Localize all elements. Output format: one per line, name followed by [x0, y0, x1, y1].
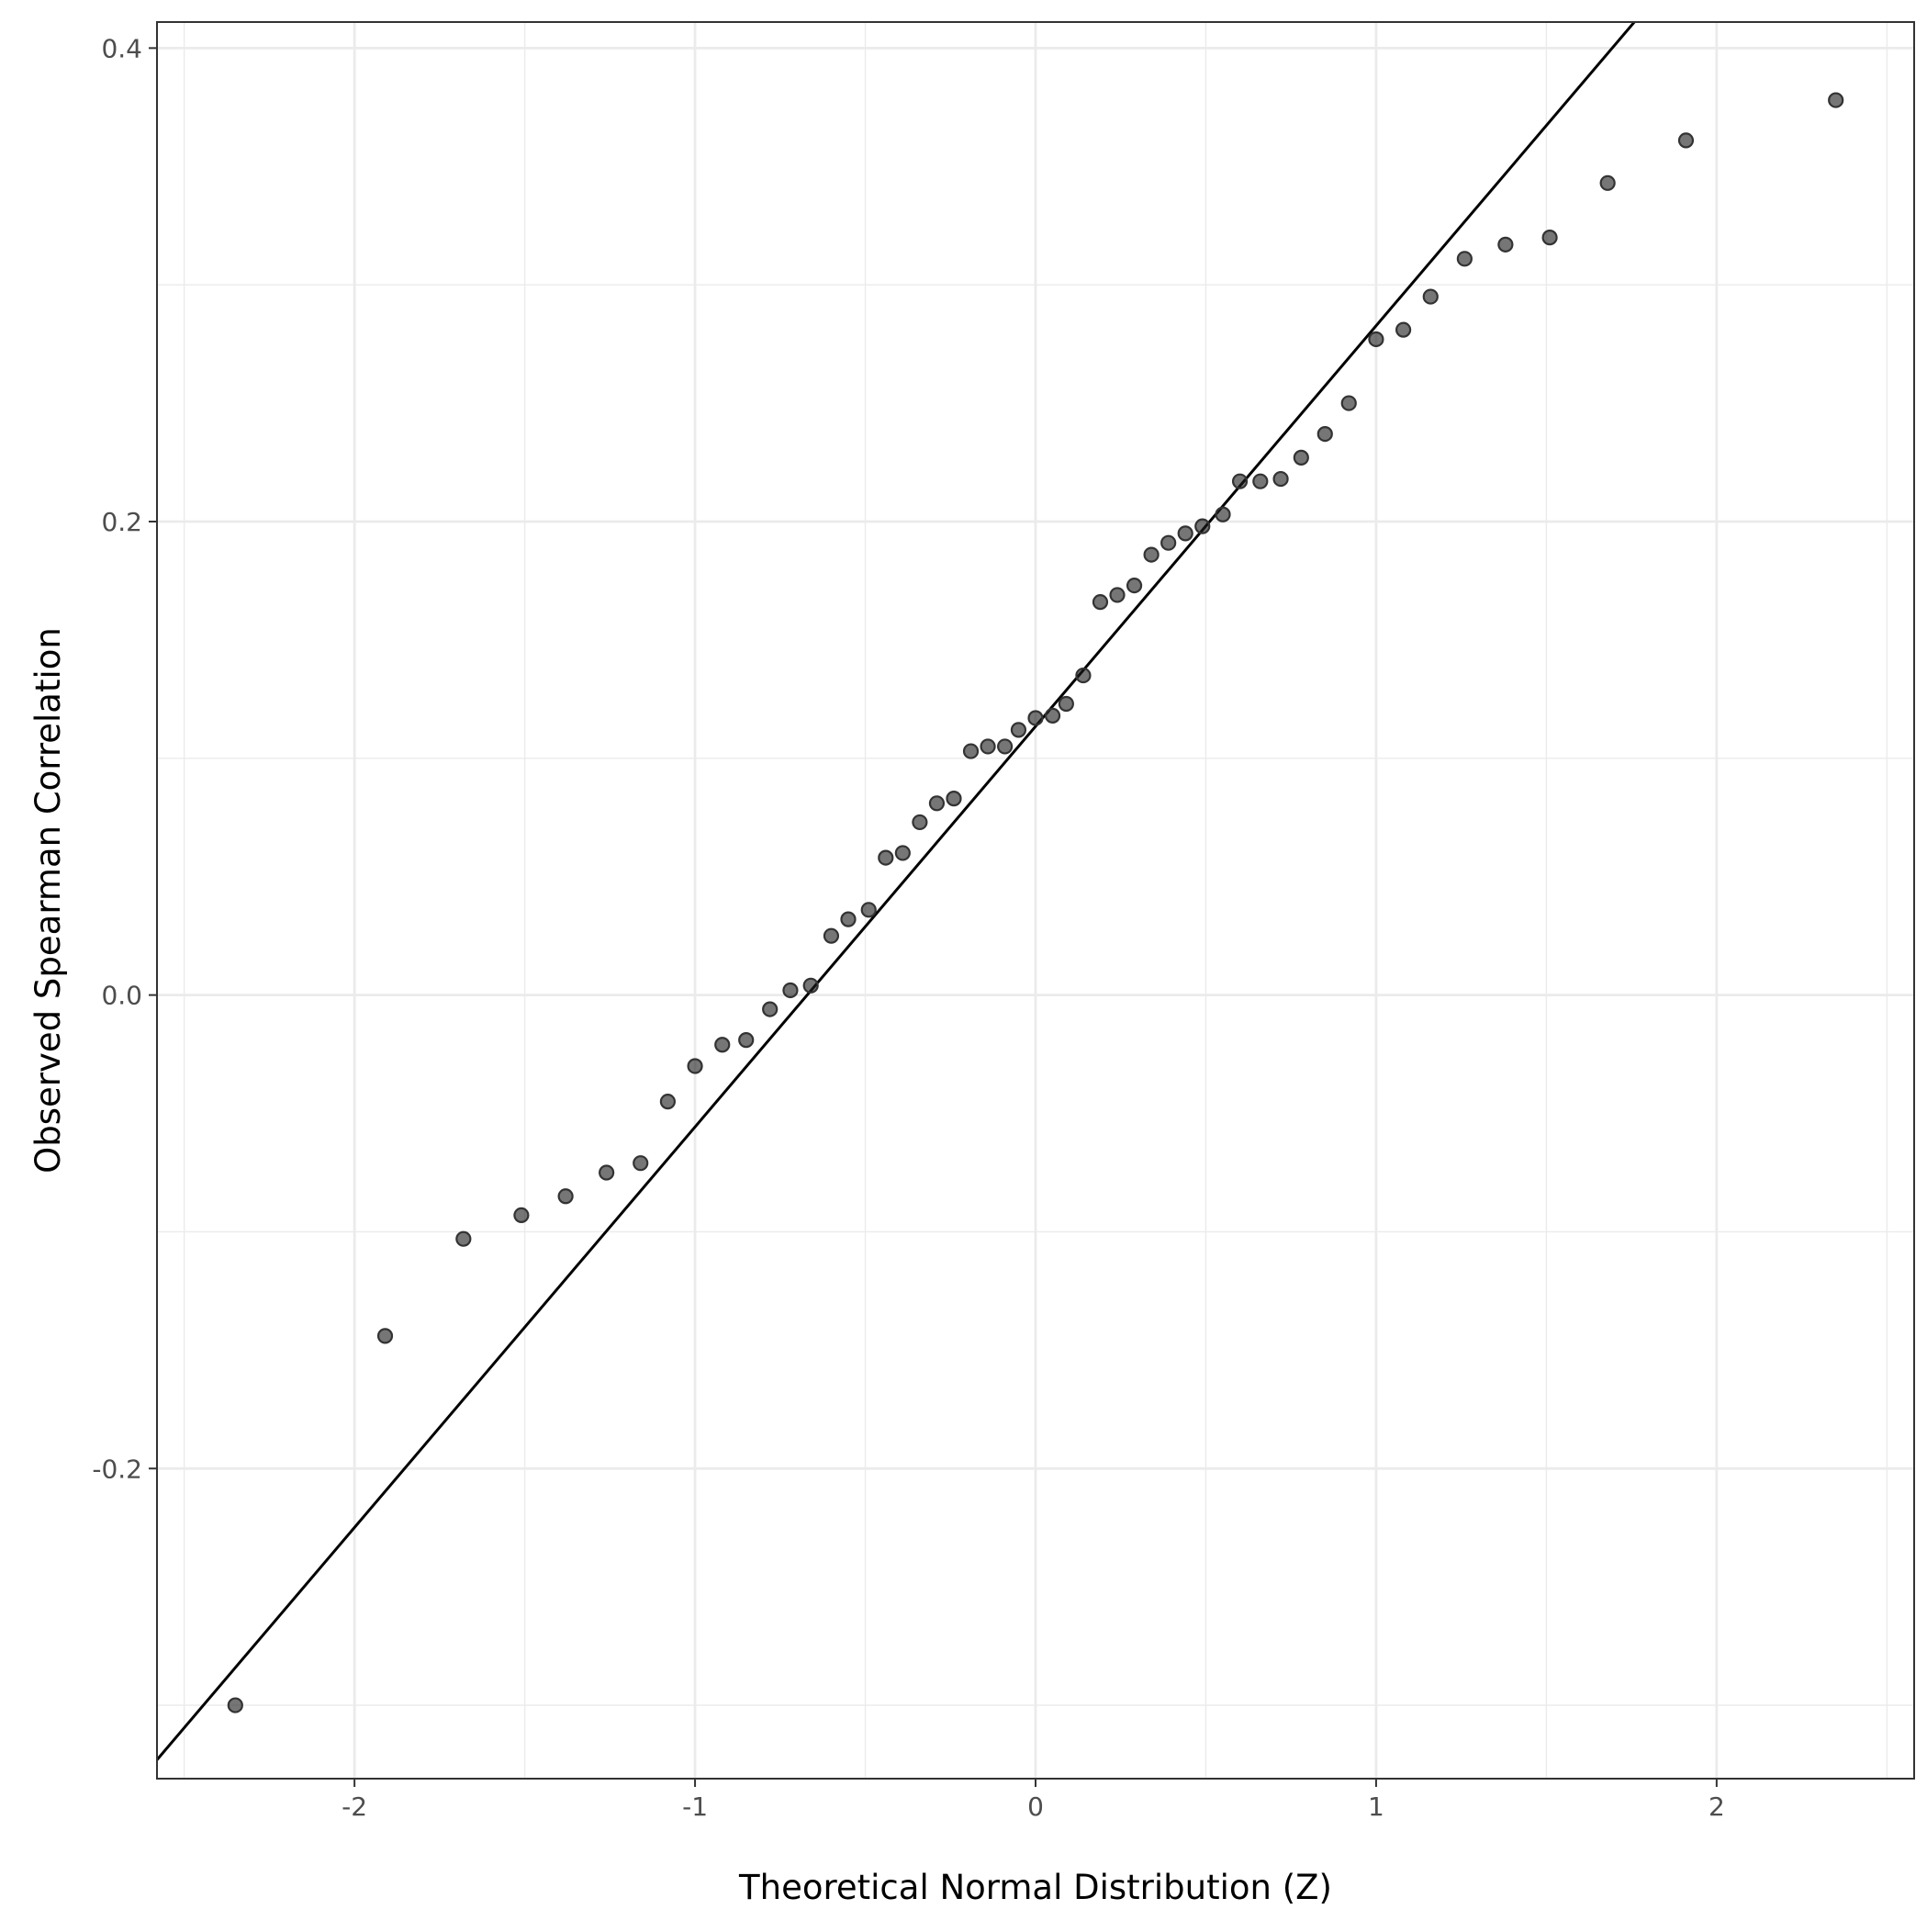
- data-point: [1215, 506, 1231, 522]
- grid-lines: [157, 22, 1914, 1779]
- data-point: [1456, 251, 1473, 267]
- data-point: [1075, 667, 1092, 684]
- data-point: [823, 927, 840, 944]
- data-point: [227, 1697, 243, 1713]
- data-point: [1368, 331, 1384, 348]
- y-axis: -0.2 0.0 0.2 0.4: [92, 33, 157, 1484]
- data-point: [1395, 321, 1412, 338]
- data-point: [802, 977, 819, 994]
- data-point: [513, 1207, 530, 1223]
- y-tick-label: 0.4: [101, 33, 142, 63]
- data-point: [782, 982, 799, 999]
- x-axis-title: Theoretical Normal Distribution (Z): [738, 1868, 1332, 1907]
- data-point: [1177, 525, 1193, 542]
- data-point: [714, 1037, 731, 1053]
- y-axis-title: Observed Spearman Correlation: [28, 627, 68, 1174]
- data-point: [946, 791, 962, 807]
- data-point: [1293, 449, 1309, 466]
- data-point: [1109, 587, 1126, 603]
- data-point: [1143, 546, 1160, 563]
- data-point: [1231, 473, 1249, 489]
- data-point: [1422, 288, 1439, 305]
- data-point: [928, 795, 946, 812]
- y-tick-label: -0.2: [92, 1454, 142, 1484]
- data-point: [1340, 395, 1357, 411]
- data-point: [455, 1230, 472, 1247]
- data-point: [599, 1164, 615, 1181]
- data-point: [1092, 594, 1109, 611]
- reference-line-layer: [155, 21, 1636, 1761]
- data-point: [1027, 710, 1044, 726]
- data-point: [738, 1032, 755, 1049]
- data-point: [878, 849, 894, 866]
- data-point: [1058, 695, 1074, 713]
- data-point: [1599, 174, 1616, 191]
- reference-line: [155, 21, 1636, 1761]
- data-point: [557, 1188, 574, 1205]
- data-point: [894, 845, 911, 861]
- data-point: [1160, 534, 1177, 551]
- data-point: [860, 902, 877, 918]
- data-point: [997, 738, 1014, 755]
- y-tick-label: 0.2: [101, 507, 142, 537]
- y-tick-label: 0.0: [101, 981, 142, 1011]
- data-point: [687, 1058, 703, 1074]
- data-point: [659, 1094, 676, 1110]
- data-point: [1010, 722, 1027, 738]
- data-point: [1497, 236, 1514, 253]
- x-tick-label: 0: [1027, 1792, 1044, 1822]
- data-point: [1316, 426, 1333, 443]
- x-tick-label: 1: [1368, 1792, 1384, 1822]
- x-tick-label: -1: [682, 1792, 708, 1822]
- data-point: [376, 1328, 394, 1344]
- data-point: [1194, 518, 1211, 534]
- x-tick-label: 2: [1709, 1792, 1725, 1822]
- data-point: [912, 814, 928, 831]
- data-point: [1126, 578, 1143, 594]
- data-point: [762, 1001, 779, 1017]
- x-tick-label: -2: [342, 1792, 367, 1822]
- data-point: [1541, 230, 1558, 246]
- data-point: [1272, 470, 1289, 488]
- data-point: [1044, 707, 1061, 724]
- data-point: [840, 911, 857, 927]
- data-point: [1828, 92, 1844, 108]
- data-point: [962, 743, 980, 759]
- x-axis: -2 -1 0 1 2: [342, 1779, 1725, 1822]
- data-point: [1252, 473, 1269, 489]
- data-point: [1677, 132, 1695, 149]
- data-points: [227, 92, 1844, 1713]
- data-point: [980, 738, 996, 755]
- data-point: [633, 1155, 649, 1172]
